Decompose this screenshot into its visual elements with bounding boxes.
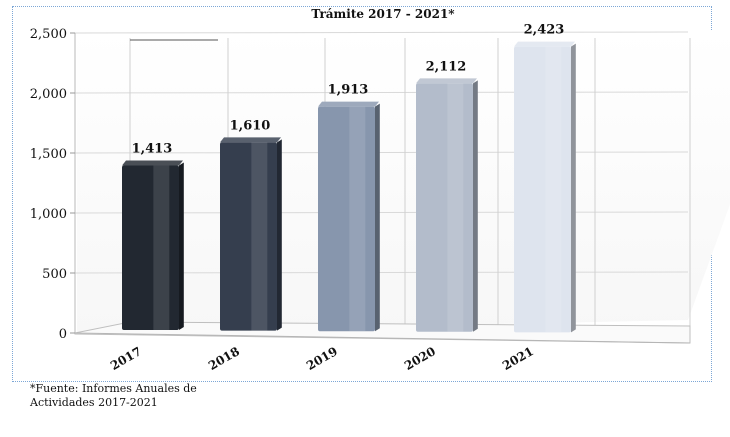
x-tick-label: 2020 — [402, 344, 438, 373]
bar-side — [179, 162, 184, 330]
data-label: 2,112 — [426, 59, 467, 74]
chart-title: Trámite 2017 - 2021* — [311, 7, 455, 21]
bar-top — [220, 137, 281, 143]
bar — [122, 160, 184, 330]
y-tick-label: 2,500 — [30, 27, 67, 42]
bar-face — [318, 106, 375, 332]
bar-face — [514, 46, 571, 333]
bar — [318, 101, 380, 332]
x-tick-label: 2021 — [500, 344, 536, 373]
gridline — [74, 91, 689, 94]
bar-face — [220, 142, 277, 331]
bar-side — [375, 103, 380, 332]
bar-highlight — [545, 46, 562, 333]
bar-top — [514, 41, 575, 47]
bar-top — [122, 160, 183, 166]
bar-face — [122, 165, 179, 330]
bar-highlight — [153, 165, 170, 330]
bar — [416, 78, 478, 332]
chart-source-footnote: *Fuente: Informes Anuales de Actividades… — [30, 382, 197, 409]
data-label: 1,413 — [132, 141, 173, 156]
gridline — [74, 31, 689, 34]
bar-top — [318, 101, 379, 107]
bar-side — [277, 139, 282, 331]
data-label: 1,610 — [230, 118, 271, 133]
bar-highlight — [447, 83, 464, 332]
bar-face — [416, 83, 473, 332]
x-tick-label: 2017 — [108, 344, 144, 373]
bar-side — [473, 80, 478, 332]
data-label: 2,423 — [524, 23, 565, 38]
gridline — [74, 151, 689, 154]
y-tick-label: 1,500 — [30, 147, 67, 162]
y-tick-label: 500 — [42, 267, 67, 282]
bar-side — [571, 43, 576, 333]
bar-highlight — [349, 106, 366, 332]
y-tick-label: 0 — [59, 327, 67, 342]
y-tick-label: 1,000 — [30, 207, 67, 222]
bar-highlight — [251, 142, 268, 331]
data-label: 1,913 — [328, 83, 369, 98]
bar — [220, 137, 282, 331]
x-axis-line — [74, 332, 691, 344]
x-tick-label: 2019 — [304, 344, 340, 373]
bar — [514, 41, 576, 333]
bar-top — [416, 78, 477, 84]
x-tick-label: 2018 — [206, 344, 242, 373]
y-tick-label: 2,000 — [30, 87, 67, 102]
